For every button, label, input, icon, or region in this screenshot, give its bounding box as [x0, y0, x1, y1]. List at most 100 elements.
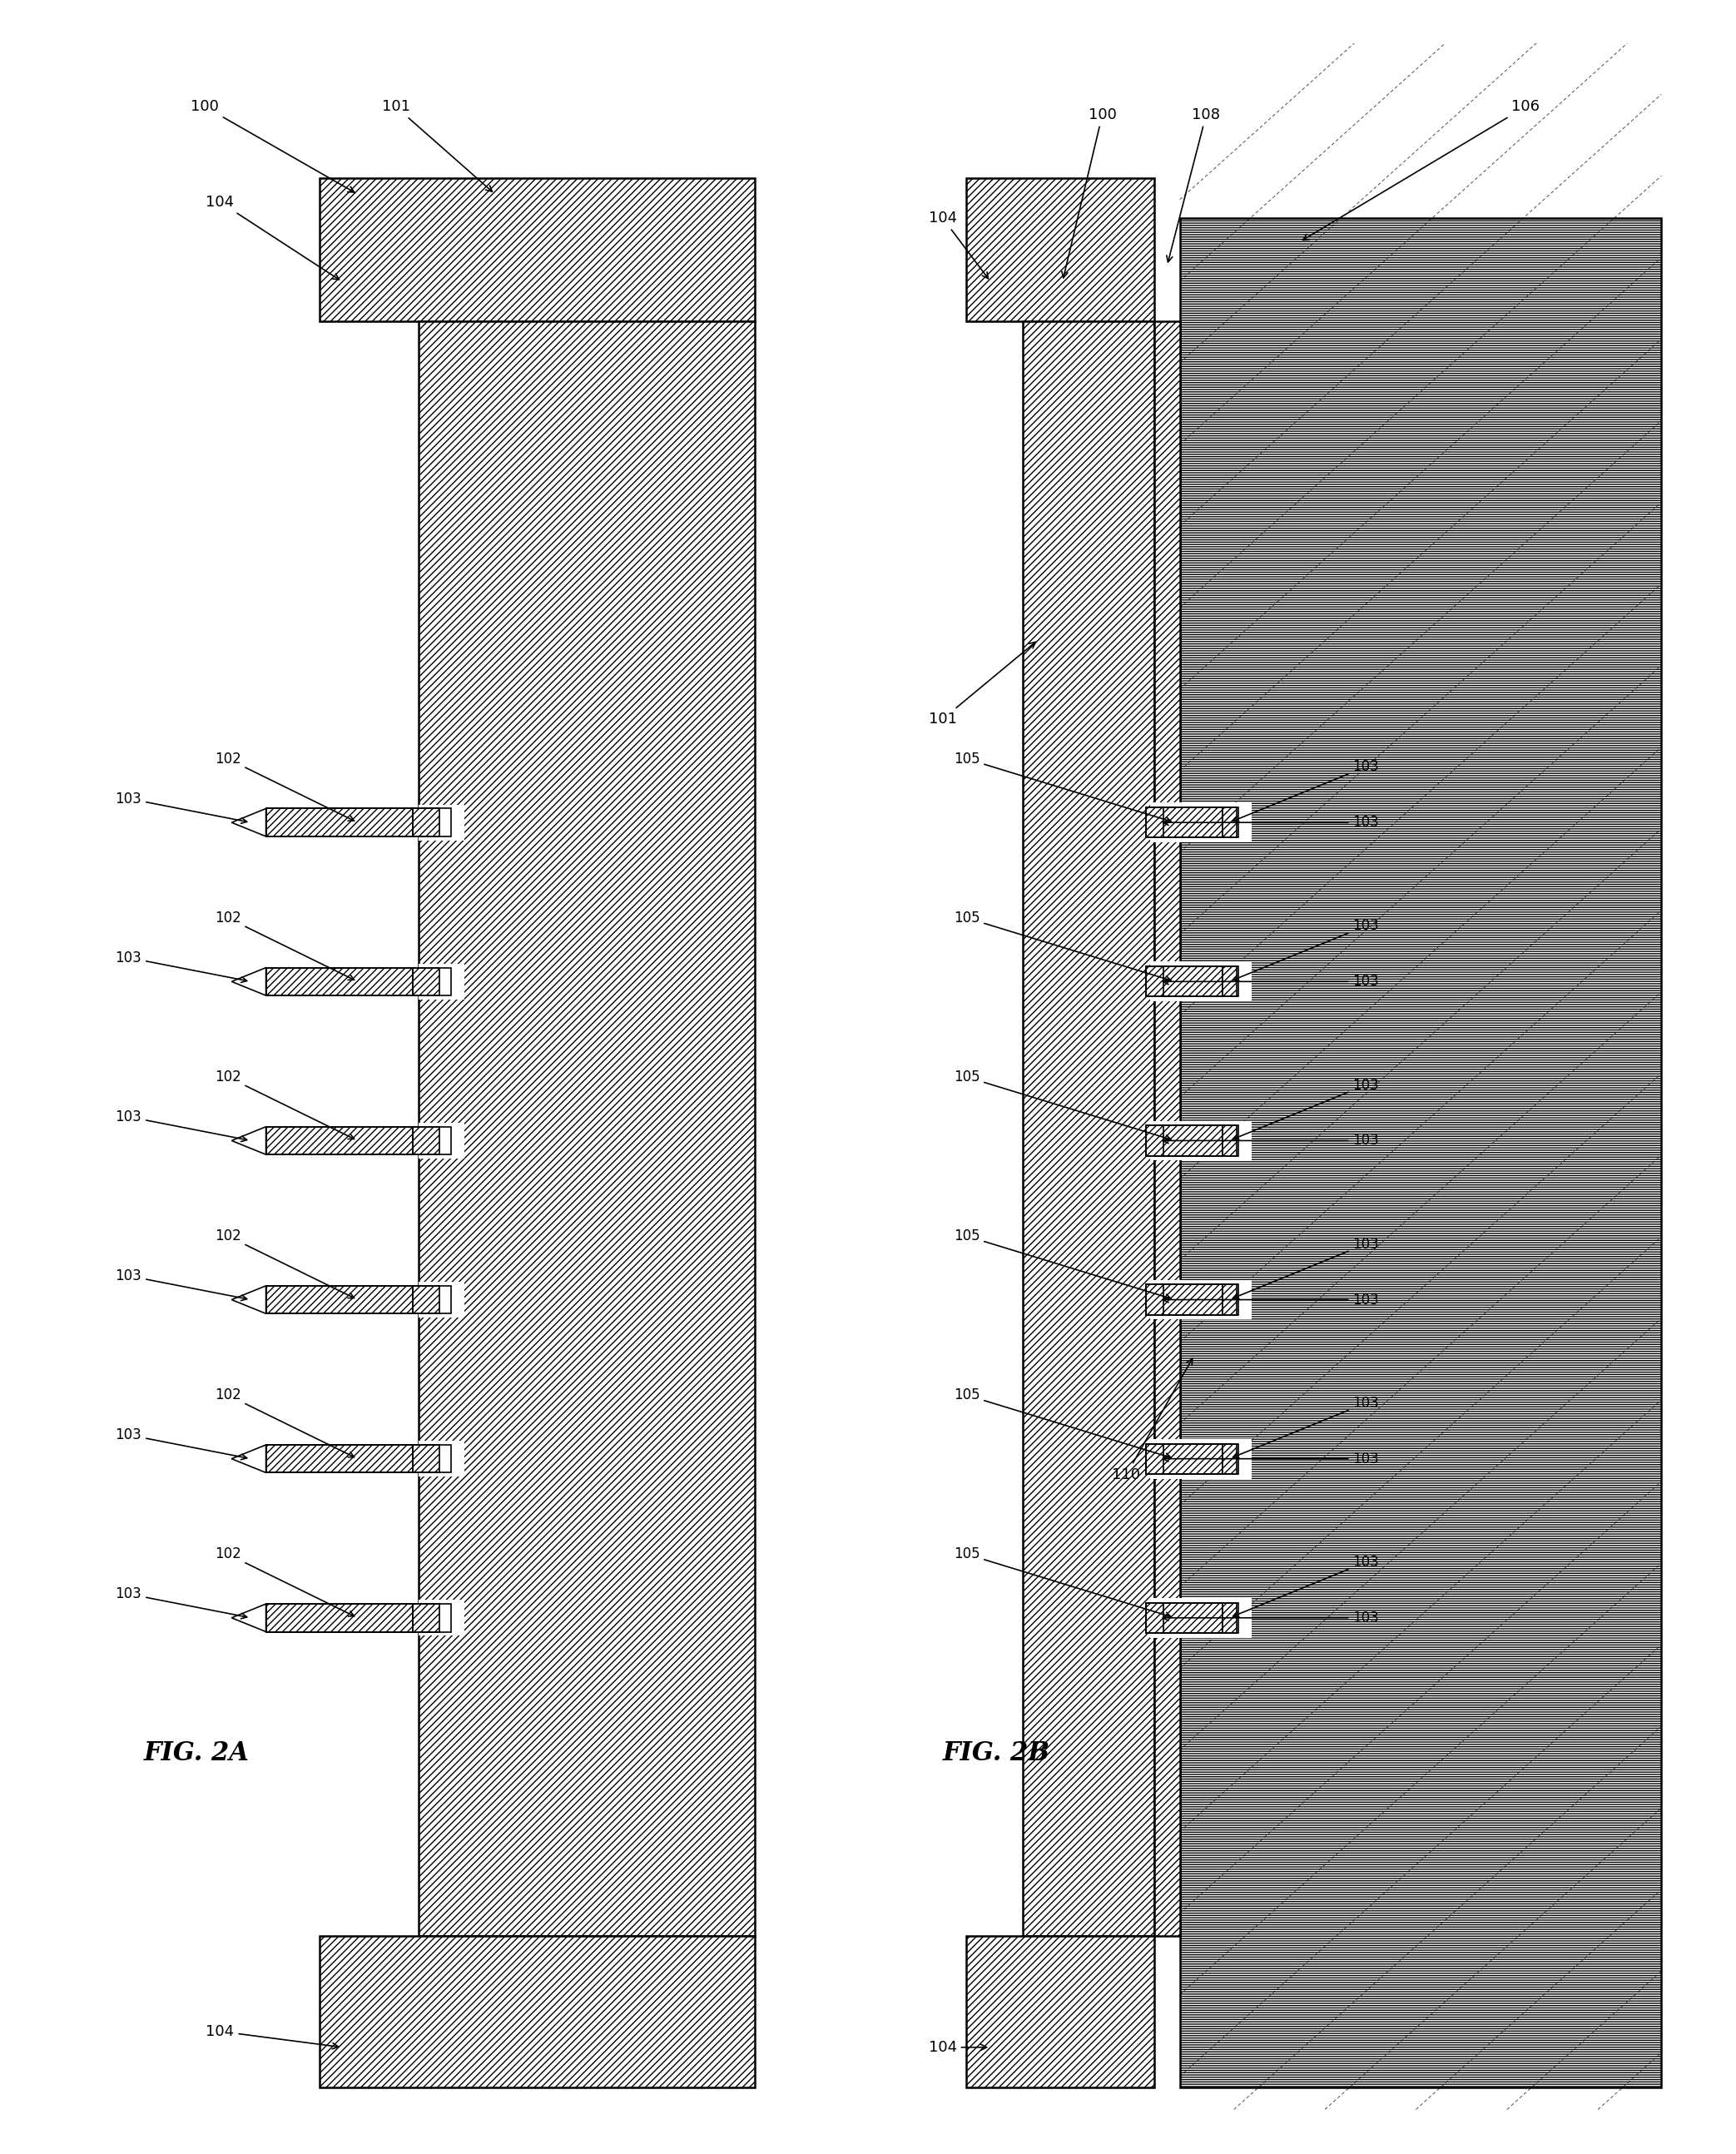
- Text: 100: 100: [1062, 108, 1116, 278]
- Text: 106: 106: [1304, 99, 1540, 239]
- Bar: [1146, 808, 1238, 838]
- Bar: [1154, 1284, 1222, 1314]
- Bar: [1146, 967, 1163, 997]
- Bar: [418, 321, 755, 1936]
- Polygon shape: [231, 967, 266, 995]
- Text: FIG. 2A: FIG. 2A: [144, 1740, 250, 1766]
- Text: 103: 103: [1233, 1396, 1378, 1458]
- Bar: [266, 1286, 415, 1314]
- Bar: [413, 1605, 439, 1633]
- Bar: [413, 967, 451, 995]
- Bar: [1151, 1439, 1252, 1478]
- Text: 105: 105: [953, 1387, 1172, 1458]
- Bar: [967, 179, 1154, 321]
- Bar: [413, 1445, 439, 1473]
- Bar: [1151, 803, 1252, 842]
- Bar: [1154, 321, 1180, 1936]
- Bar: [266, 808, 415, 836]
- Bar: [1154, 1127, 1222, 1157]
- Text: 100: 100: [191, 99, 354, 192]
- Bar: [1222, 1443, 1236, 1473]
- Bar: [418, 1600, 465, 1635]
- Text: 103: 103: [1233, 918, 1378, 980]
- Bar: [413, 1605, 451, 1633]
- Text: 103: 103: [1163, 1452, 1378, 1467]
- Text: 103: 103: [1163, 814, 1378, 829]
- Text: 110: 110: [1113, 1359, 1193, 1482]
- Text: 105: 105: [953, 1228, 1172, 1299]
- Bar: [1154, 967, 1222, 997]
- Bar: [413, 967, 439, 995]
- Bar: [1146, 1443, 1238, 1473]
- Bar: [1151, 1279, 1252, 1320]
- Bar: [1154, 808, 1222, 838]
- Bar: [967, 1936, 1154, 2087]
- Bar: [1146, 967, 1238, 997]
- Bar: [266, 1127, 415, 1155]
- Text: 102: 102: [215, 752, 354, 821]
- Bar: [1222, 1603, 1236, 1633]
- Bar: [418, 1282, 465, 1318]
- Text: 103: 103: [1233, 1555, 1378, 1618]
- Bar: [1146, 1127, 1238, 1157]
- Text: 103: 103: [115, 1428, 247, 1460]
- Text: 105: 105: [953, 911, 1172, 982]
- Bar: [1222, 1127, 1236, 1157]
- Bar: [418, 1122, 465, 1159]
- Bar: [1146, 1603, 1238, 1633]
- Text: 103: 103: [1163, 1292, 1378, 1307]
- Bar: [1154, 1603, 1222, 1633]
- Text: 103: 103: [115, 1587, 247, 1620]
- Bar: [1151, 1120, 1252, 1161]
- Bar: [413, 808, 451, 836]
- Polygon shape: [231, 1127, 266, 1155]
- Text: 104: 104: [207, 194, 339, 280]
- Text: 103: 103: [115, 950, 247, 982]
- Bar: [1151, 1598, 1252, 1637]
- Text: 103: 103: [1163, 974, 1378, 989]
- Text: 103: 103: [1233, 1236, 1378, 1299]
- Text: 101: 101: [382, 99, 493, 192]
- Text: 104: 104: [207, 2025, 339, 2048]
- Bar: [1023, 321, 1154, 1936]
- Text: 103: 103: [115, 1269, 247, 1301]
- Text: 105: 105: [953, 752, 1172, 823]
- Text: 103: 103: [115, 791, 247, 823]
- Text: 103: 103: [115, 1109, 247, 1142]
- Bar: [413, 1286, 451, 1314]
- Bar: [413, 1127, 451, 1155]
- Bar: [1151, 961, 1252, 1002]
- Bar: [413, 1286, 439, 1314]
- Bar: [418, 963, 465, 999]
- Bar: [413, 1445, 451, 1473]
- Bar: [1154, 1443, 1222, 1473]
- Text: 103: 103: [1163, 1133, 1378, 1148]
- Bar: [1146, 808, 1163, 838]
- Text: 103: 103: [1163, 1611, 1378, 1626]
- Bar: [1222, 1284, 1236, 1314]
- Polygon shape: [231, 1445, 266, 1473]
- Text: 103: 103: [1233, 760, 1378, 821]
- Text: 103: 103: [1233, 1077, 1378, 1139]
- Text: 104: 104: [929, 211, 988, 278]
- Bar: [319, 179, 755, 321]
- Bar: [413, 1127, 439, 1155]
- Text: 102: 102: [215, 911, 354, 980]
- Bar: [266, 1605, 415, 1633]
- Text: FIG. 2B: FIG. 2B: [943, 1740, 1050, 1766]
- Polygon shape: [231, 1286, 266, 1314]
- Bar: [1146, 1127, 1163, 1157]
- Text: 104: 104: [929, 2040, 986, 2055]
- Bar: [418, 1441, 465, 1478]
- Text: 102: 102: [215, 1071, 354, 1139]
- Bar: [418, 806, 465, 840]
- Polygon shape: [231, 1605, 266, 1633]
- Text: 108: 108: [1167, 108, 1220, 263]
- Bar: [1222, 967, 1236, 997]
- Bar: [266, 967, 415, 995]
- Polygon shape: [231, 808, 266, 836]
- Bar: [1146, 1284, 1163, 1314]
- Bar: [1146, 1443, 1163, 1473]
- Text: 101: 101: [929, 642, 1035, 726]
- Text: 102: 102: [215, 1547, 354, 1616]
